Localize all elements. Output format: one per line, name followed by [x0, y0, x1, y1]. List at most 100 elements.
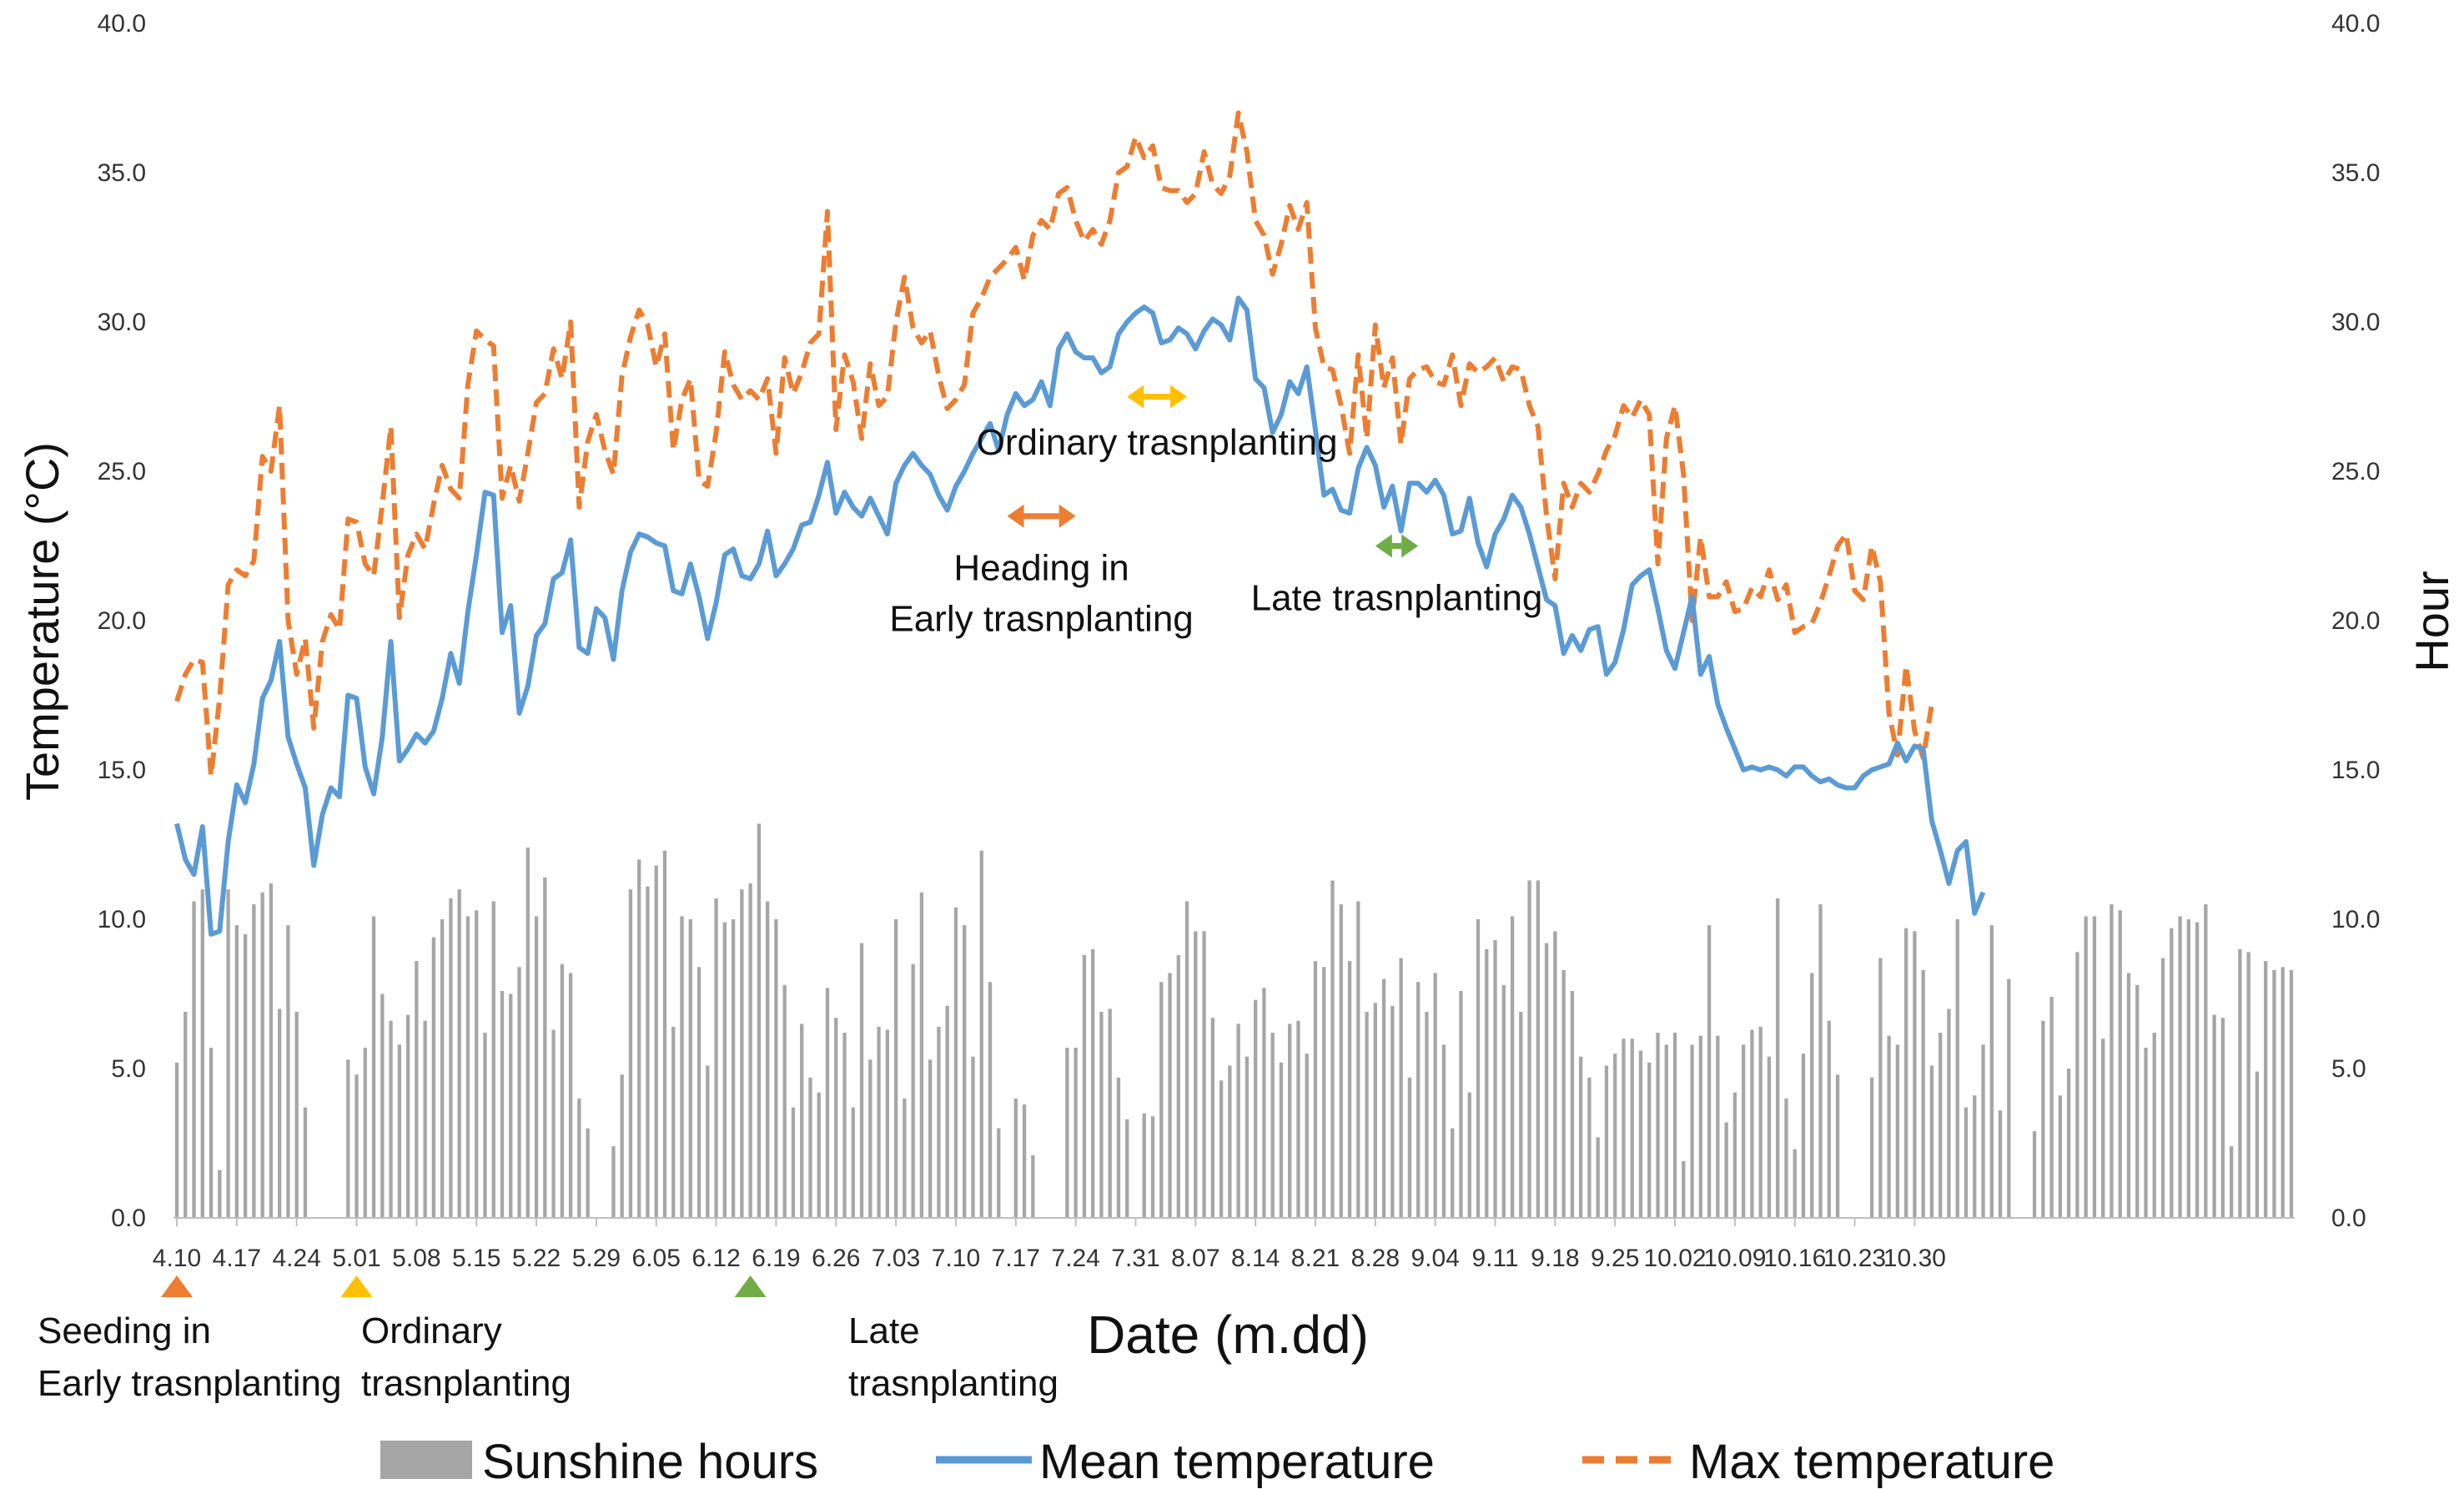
sunshine-bar — [851, 1107, 855, 1218]
sunshine-bar — [1116, 1077, 1121, 1218]
marker-label: Early trasnplanting — [38, 1363, 341, 1404]
sunshine-bar — [2280, 967, 2285, 1218]
sunshine-bar — [1270, 1033, 1275, 1218]
x-axis-title: Date (m.dd) — [1087, 1305, 1369, 1365]
y-tick-label-right: 40.0 — [2331, 10, 2380, 38]
sunshine-bar — [2084, 916, 2088, 1218]
x-tick-label: 10.02 — [1644, 1245, 1707, 1272]
sunshine-bar — [1125, 1119, 1129, 1218]
sunshine-bar — [825, 988, 830, 1218]
legend-label-max: Max temperature — [1689, 1435, 2054, 1489]
sunshine-bar — [971, 1056, 975, 1218]
sunshine-bar — [893, 919, 898, 1218]
sunshine-bar — [620, 1074, 624, 1218]
sunshine-bar — [192, 901, 196, 1218]
sunshine-bar — [1228, 1065, 1232, 1218]
timeline-markers: Seeding in Early trasnplanting Ordinary tra… — [38, 1275, 1059, 1404]
sunshine-bar — [2212, 1014, 2216, 1218]
sunshine-bar — [1810, 973, 1814, 1218]
marker-label: Seeding in — [38, 1310, 211, 1351]
y-tick-label-left: 25.0 — [98, 458, 146, 485]
x-tick-label: 8.28 — [1351, 1245, 1400, 1272]
sunshine-bar — [184, 1011, 188, 1218]
sunshine-bar — [782, 984, 787, 1218]
sunshine-bar — [534, 916, 539, 1218]
sunshine-bar — [286, 925, 290, 1218]
sunshine-bar — [937, 1026, 941, 1218]
sunshine-bar — [1587, 1077, 1592, 1218]
sunshine-bar — [2007, 978, 2011, 1218]
sunshine-bar — [1570, 990, 1575, 1218]
sunshine-bar — [1099, 1011, 1104, 1218]
double-arrow-icon — [1007, 504, 1076, 528]
sunshine-bar — [525, 848, 530, 1218]
sunshine-bar — [808, 1077, 812, 1218]
sunshine-bar — [1536, 880, 1540, 1218]
sunshine-bar — [475, 910, 479, 1218]
sunshine-bar — [2255, 1071, 2260, 1218]
sunshine-bar — [234, 925, 239, 1218]
sunshine-bar — [568, 973, 573, 1218]
sunshine-bar — [1921, 969, 1925, 1218]
sunshine-bar — [1784, 1098, 1788, 1218]
sunshine-bar — [1964, 1107, 1969, 1218]
sunshine-bar — [405, 1014, 410, 1218]
sunshine-bar — [1347, 961, 1352, 1218]
sunshine-bar — [1682, 1160, 1686, 1218]
sunshine-bar — [646, 886, 650, 1218]
x-tick-label: 9.25 — [1591, 1245, 1639, 1272]
sunshine-bar — [696, 967, 701, 1218]
sunshine-bar — [2126, 973, 2131, 1218]
sunshine-bar — [543, 877, 547, 1218]
sunshine-bar — [346, 1059, 350, 1218]
y-tick-label-right: 10.0 — [2331, 906, 2380, 933]
sunshine-bar — [1313, 961, 1318, 1218]
sunshine-bar — [2238, 948, 2242, 1218]
sunshine-bar — [1742, 1044, 1746, 1218]
x-tick-label: 9.18 — [1531, 1245, 1579, 1272]
sunshine-bar — [218, 1170, 222, 1218]
marker-label: Late — [848, 1310, 920, 1351]
y-tick-label-right: 15.0 — [2331, 757, 2380, 784]
sunshine-bar — [1510, 916, 1515, 1218]
sunshine-bar — [2220, 1018, 2225, 1218]
sunshine-bar — [1022, 1104, 1027, 1218]
sunshine-bar — [945, 1005, 949, 1218]
sunshine-bar — [1835, 1074, 1840, 1218]
sunshine-bar — [1973, 1095, 1977, 1218]
sunshine-bar — [1895, 1044, 1900, 1218]
sunshine-bar — [1793, 1149, 1797, 1218]
sunshine-bar — [885, 1029, 889, 1218]
sunshine-bar — [415, 961, 419, 1218]
sunshine-bar — [1690, 1044, 1694, 1218]
sunshine-bar — [1519, 1011, 1523, 1218]
sunshine-bar — [380, 994, 385, 1218]
sunshine-bar — [1091, 948, 1095, 1218]
sunshine-bar — [1262, 988, 1266, 1218]
sunshine-bar — [1390, 1005, 1395, 1218]
sunshine-bar — [209, 1047, 214, 1218]
sunshine-bar — [1459, 990, 1463, 1218]
max-temperature-line — [174, 110, 1934, 779]
sunshine-bar — [2118, 910, 2122, 1218]
x-tick-label: 8.14 — [1231, 1245, 1280, 1272]
sunshine-bar — [1553, 931, 1557, 1218]
sunshine-bar — [2075, 952, 2079, 1218]
sunshine-bar — [1150, 1116, 1155, 1218]
sunshine-bar — [748, 883, 752, 1218]
y-axis-title-right: Hour — [2406, 571, 2458, 672]
x-tick-label: 10.23 — [1823, 1245, 1886, 1272]
legend-label-mean: Mean temperature — [1039, 1435, 1435, 1489]
sunshine-bar — [834, 1018, 838, 1218]
sunshine-bar — [303, 1107, 308, 1218]
sunshine-bar — [1493, 940, 1497, 1218]
sunshine-bar — [1929, 1065, 1934, 1218]
x-tick-label: 5.01 — [332, 1245, 380, 1272]
sunshine-bar — [1698, 1035, 1702, 1218]
legend-item-mean: Mean temperature — [936, 1435, 1435, 1489]
sunshine-bar — [491, 901, 495, 1218]
sunshine-bar — [1373, 1003, 1377, 1218]
legend-item-sunshine: Sunshine hours — [380, 1435, 818, 1489]
x-tick-label: 10.09 — [1703, 1245, 1766, 1272]
